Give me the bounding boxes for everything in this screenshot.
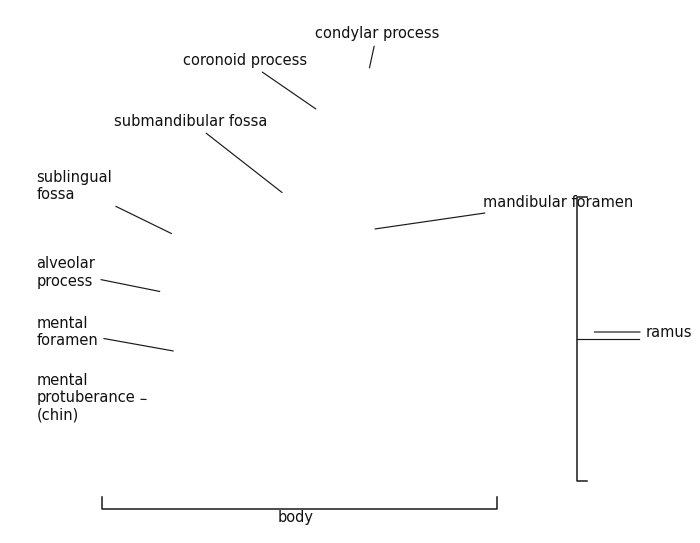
Text: condylar process: condylar process xyxy=(315,26,439,68)
Text: alveolar
process: alveolar process xyxy=(36,256,160,292)
Text: coronoid process: coronoid process xyxy=(183,53,316,109)
Text: mental
foramen: mental foramen xyxy=(36,316,174,351)
Text: body: body xyxy=(278,510,314,526)
Text: mental
protuberance
(chin): mental protuberance (chin) xyxy=(36,373,146,423)
Text: ramus: ramus xyxy=(594,325,692,339)
Text: mandibular foramen: mandibular foramen xyxy=(375,195,634,229)
Text: sublingual
fossa: sublingual fossa xyxy=(36,170,172,233)
Text: submandibular fossa: submandibular fossa xyxy=(114,113,282,193)
